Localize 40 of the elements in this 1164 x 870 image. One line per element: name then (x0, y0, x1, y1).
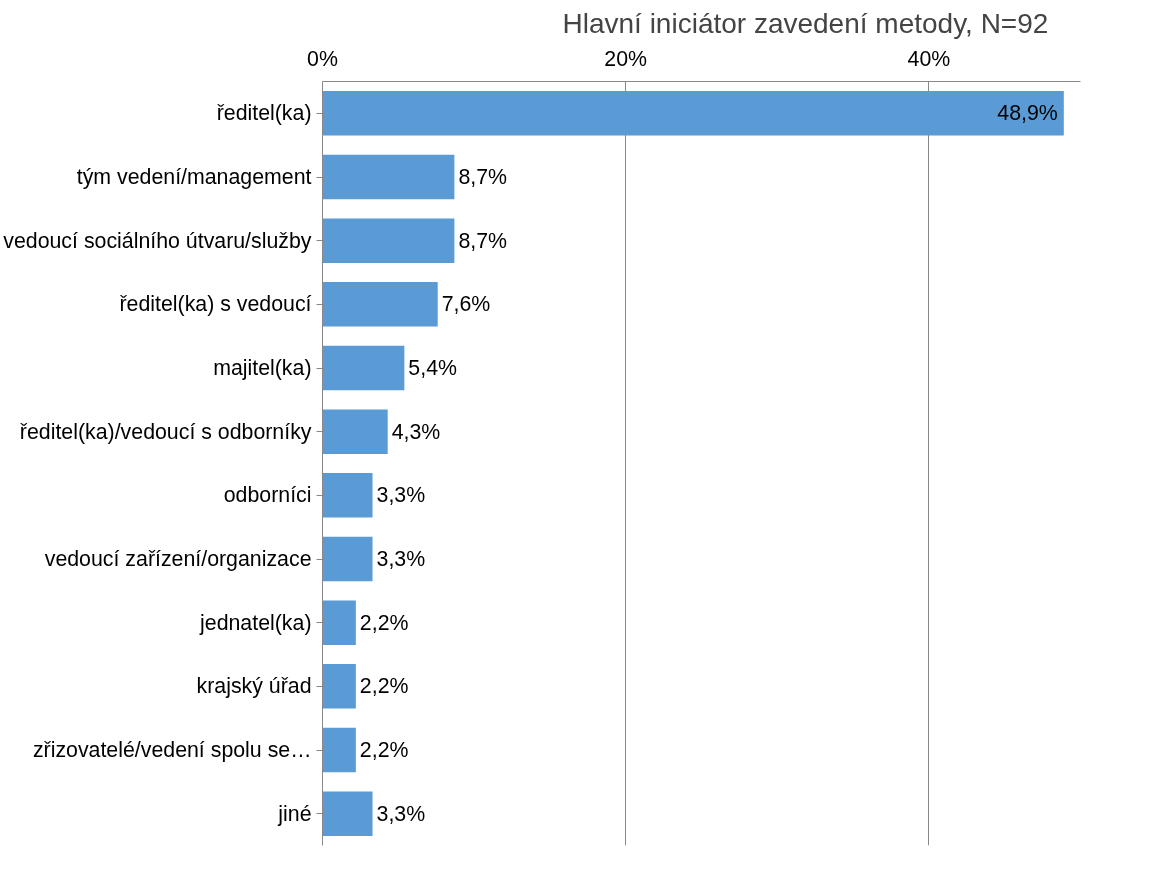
bar (322, 91, 1064, 136)
data-label: 2,2% (359, 610, 409, 635)
data-label: 3,3% (376, 801, 426, 826)
y-tick-label: tým vedení/management (76, 165, 312, 189)
data-label: 48,9% (997, 101, 1058, 126)
bar (322, 727, 356, 773)
y-tick-label: vedoucí sociálního útvaru/služby (3, 228, 312, 253)
x-tick-label: 0% (307, 46, 338, 71)
data-label: 8,7% (458, 165, 508, 189)
bar (322, 664, 356, 709)
bar (322, 473, 373, 518)
data-label: 8,7% (458, 228, 508, 253)
data-label: 7,6% (441, 292, 491, 317)
chart-title: Hlavní iniciátor zavedení metody, N=92 (562, 7, 1049, 39)
data-label: 3,3% (376, 547, 426, 571)
bar (322, 218, 455, 263)
y-tick-label: ředitel(ka) s vedoucí (119, 292, 312, 317)
data-label: 4,3% (391, 419, 441, 444)
bar (322, 154, 455, 200)
y-tick-label: jiné (277, 801, 312, 826)
data-label: 3,3% (376, 483, 426, 508)
bar (322, 536, 373, 582)
y-tick-label: odborníci (223, 483, 312, 508)
y-tick-label: krajský úřad (196, 674, 312, 699)
bar (322, 409, 388, 454)
bar (322, 600, 356, 645)
y-tick-label: vedoucí zařízení/organizace (44, 547, 312, 571)
data-label: 2,2% (359, 674, 409, 699)
bar (322, 345, 405, 391)
x-tick-label: 40% (907, 46, 951, 71)
y-tick-label: zřizovatelé/vedení spolu se… (32, 738, 312, 762)
y-tick-label: jednatel(ka) (199, 610, 312, 635)
data-label: 2,2% (359, 738, 409, 762)
x-tick-label: 20% (604, 46, 648, 71)
bar (322, 791, 373, 836)
y-tick-label: ředitel(ka) (216, 101, 312, 126)
bar (322, 282, 438, 327)
y-tick-label: ředitel(ka)/vedoucí s odborníky (19, 419, 312, 444)
data-label: 5,4% (408, 356, 458, 380)
y-tick-label: majitel(ka) (213, 356, 312, 380)
